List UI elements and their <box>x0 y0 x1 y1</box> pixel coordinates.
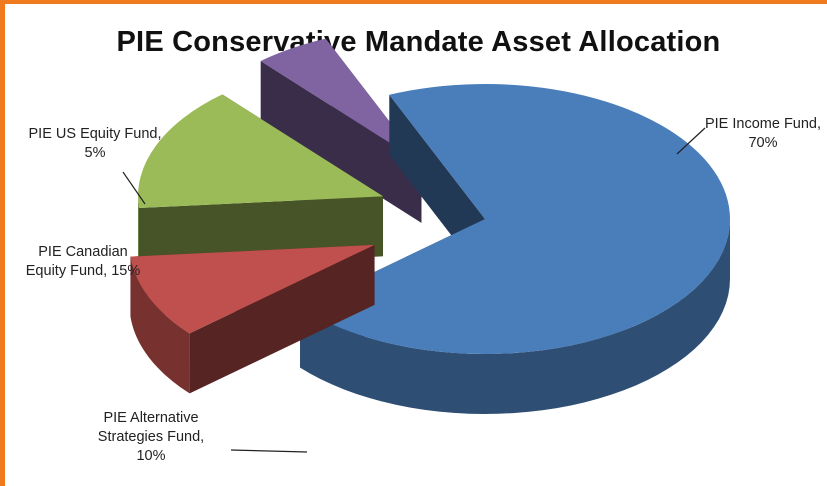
pie-slice-1 <box>130 244 375 394</box>
slice-label-1-line-1: Strategies Fund, <box>98 429 204 445</box>
leader-line-1 <box>230 449 308 453</box>
chart-title: PIE Conservative Mandate Asset Allocatio… <box>116 26 721 58</box>
pie-slice-0-rim-0 <box>300 219 730 414</box>
slice-label-0-line-0: PIE Income Fund, <box>705 116 821 132</box>
pie-slice-2-rim-0 <box>138 196 139 269</box>
slice-label-1: PIE Alternative Strategies Fund, 10% <box>98 410 204 464</box>
pie-slice-3-wall-0 <box>260 61 422 223</box>
pie-slice-0 <box>300 83 730 414</box>
slice-label-3: PIE US Equity Fund, 5% <box>29 126 162 161</box>
slice-label-1-line-0: PIE Alternative <box>103 410 198 426</box>
slice-label-0-line-1: 70% <box>748 135 777 151</box>
slice-label-2-line-0: PIE Canadian <box>38 244 127 260</box>
leader-line-3 <box>122 171 146 205</box>
slice-label-0: PIE Income Fund, 70% <box>705 116 821 151</box>
slice-label-2: PIE Canadian Equity Fund, 15% <box>26 244 141 279</box>
pie-chart: PIE Income Fund, 70% PIE Alternative Strate… <box>26 38 821 464</box>
slice-label-1-line-2: 10% <box>136 448 165 464</box>
slice-label-3-line-1: 5% <box>85 145 106 161</box>
slice-label-2-line-1: Equity Fund, 15% <box>26 263 141 279</box>
pie-slice-3 <box>260 38 422 223</box>
slice-label-3-line-0: PIE US Equity Fund, <box>29 126 162 142</box>
pie-slice-1-rim-0 <box>130 256 190 394</box>
pie-slice-2 <box>138 94 384 269</box>
pie-slice-3-top <box>260 38 422 163</box>
pie-slice-2-top <box>138 94 384 209</box>
pie-slice-0-top <box>300 83 730 354</box>
leader-line-0 <box>676 127 706 155</box>
pie-slice-1-top <box>130 244 375 334</box>
